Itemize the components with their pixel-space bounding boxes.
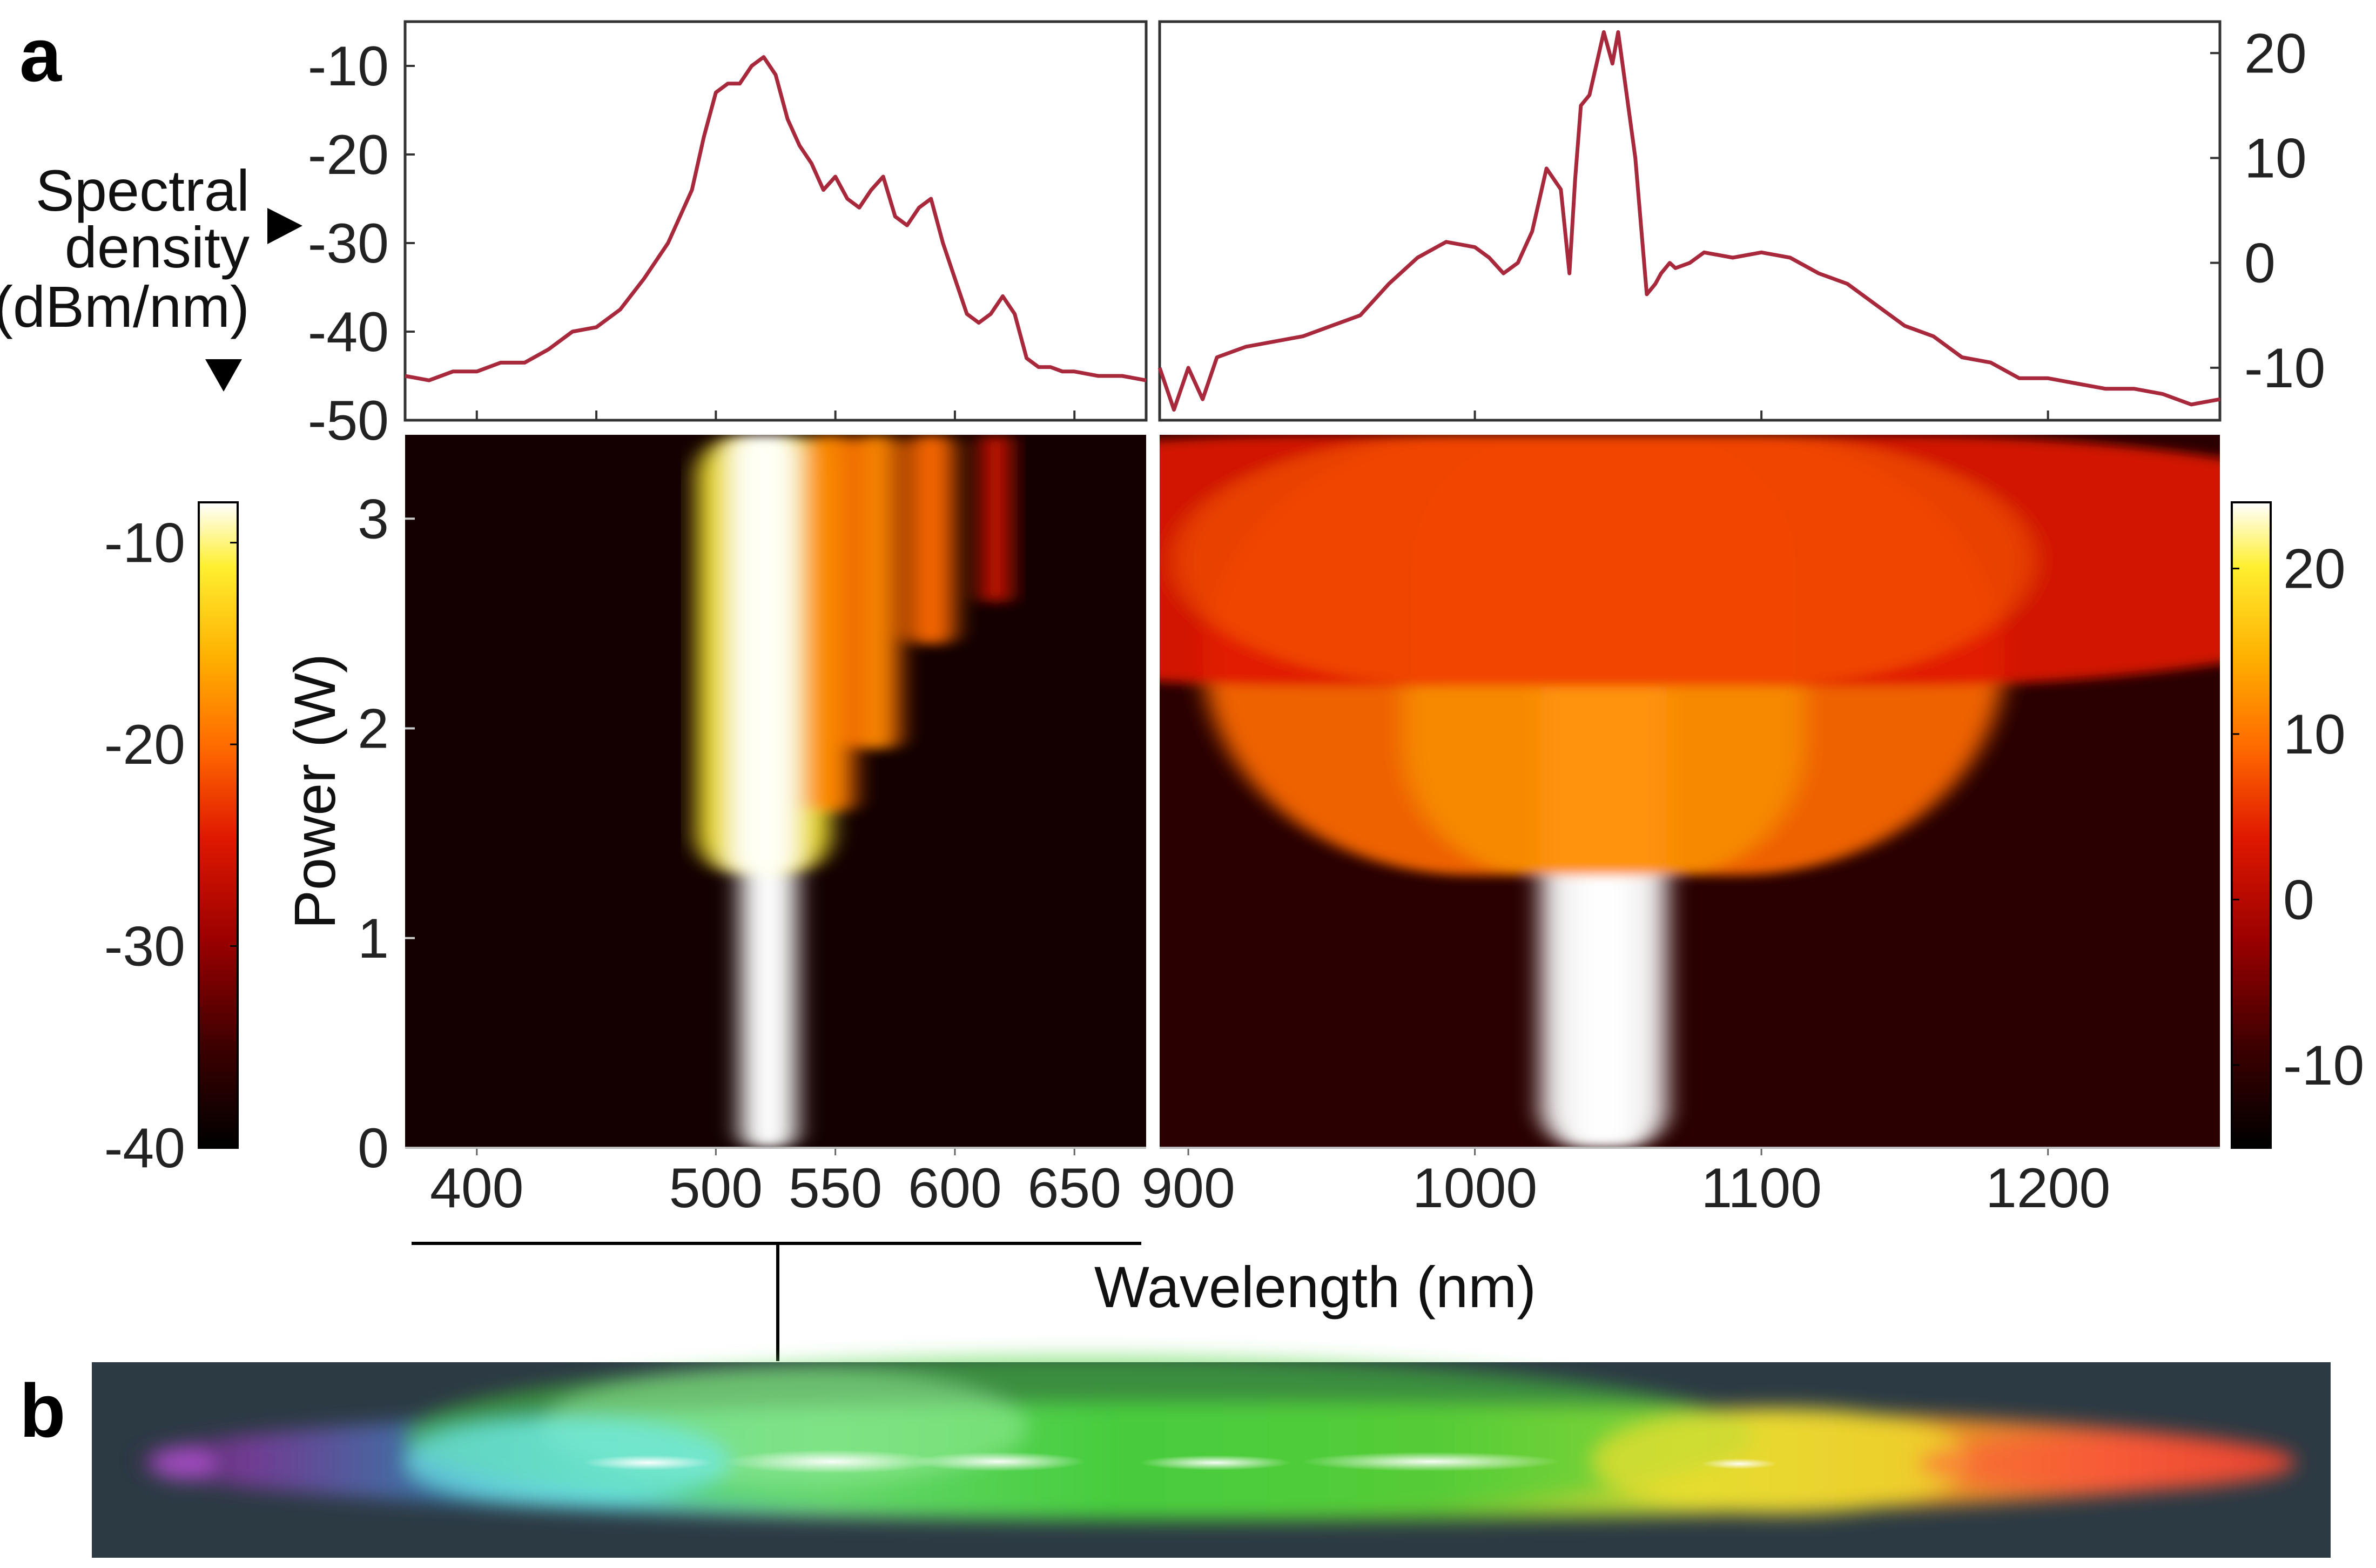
spectrum-ir-frame	[1158, 20, 2222, 422]
panel-label-b: b	[19, 1368, 66, 1453]
heatmap-ir-xtick-label-3: 1200	[1985, 1157, 2110, 1220]
colorbar-left-tick-label-3: -40	[104, 1117, 185, 1180]
heatmap-ir-xtick-label-2: 1100	[1701, 1157, 1822, 1220]
arrow-right-icon	[267, 208, 302, 244]
colorbar-right-bar	[2231, 501, 2272, 1149]
spectrum-visible-ytick-label-3: -40	[308, 301, 389, 364]
heatmap-visible-xtick-label-1: 500	[669, 1157, 763, 1220]
photo-strip	[92, 1356, 2331, 1558]
colorbar-right-tick-label-0: 20	[2283, 538, 2346, 601]
colorbar-left-tick-label-2: -30	[104, 916, 185, 978]
colorbar-left-tick-label-0: -10	[104, 512, 185, 575]
spectrum-ir-ytick-label-3: -10	[2244, 337, 2325, 400]
arrow-down-icon	[205, 359, 242, 392]
power-axis-label: Power (W)	[282, 654, 347, 929]
heatmap-visible-feature-core-1	[730, 435, 797, 876]
colorbar-left: -10 -20 -30 -40	[104, 501, 239, 1180]
heatmap-visible-xtick-label-4: 650	[1027, 1157, 1121, 1220]
spectrum-ir-panel: 20 10 0 -10	[1157, 20, 2325, 422]
spectrum-ir-ytick-label-1: 10	[2244, 127, 2307, 190]
heatmap-visible-feature-core-5	[988, 435, 1003, 603]
heatmap-ir-xtick-label-0: 900	[1141, 1157, 1235, 1220]
heatmap-visible-ytick-label-3: 3	[358, 488, 389, 550]
wavelength-axis-label: Wavelength (nm)	[1094, 1254, 1536, 1320]
colorbar-right-tick-label-3: -10	[2283, 1034, 2364, 1097]
photo-strip-core	[583, 1450, 1777, 1473]
spectral-density-label: Spectral density (dBm/nm)	[0, 158, 250, 339]
heatmap-ir-feature-core-2	[1174, 435, 2034, 687]
heatmap-visible-panel: 400 500 550 600 650 0 1 2 3	[358, 435, 1146, 1220]
spectrum-visible-ytick-label-4: -50	[308, 389, 389, 452]
spectrum-visible-ytick-label-1: -20	[308, 124, 389, 186]
colorbar-right-tick-label-1: 10	[2283, 703, 2346, 766]
panel-label-a: a	[19, 12, 62, 97]
heatmap-visible-feature-core-4	[919, 435, 943, 645]
spectrum-ir-ytick-label-2: 0	[2244, 232, 2276, 295]
heatmap-ir-xtick-label-1: 1000	[1412, 1157, 1537, 1220]
spectrum-visible-frame	[403, 20, 1148, 422]
spectrum-visible-ytick-label-2: -30	[308, 212, 389, 275]
spectral-density-line-3: (dBm/nm)	[0, 274, 250, 339]
heatmap-visible-xtick-label-2: 550	[789, 1157, 883, 1220]
spectrum-visible-panel: -10 -20 -30 -40 -50	[308, 20, 1148, 452]
colorbar-right-tick-label-2: 0	[2283, 869, 2314, 931]
heatmap-ir-panel: 900 1000 1100 1200	[1141, 435, 2220, 1220]
spectrum-ir-line	[1157, 30, 2220, 412]
colorbar-left-bar	[198, 501, 239, 1149]
heatmap-visible-xtick-label-3: 600	[908, 1157, 1002, 1220]
heatmap-visible-feature-core-2	[818, 435, 843, 812]
heatmap-visible-ytick-label-0: 0	[358, 1117, 389, 1180]
heatmap-visible-feature-core-3	[864, 435, 889, 750]
heatmap-visible-ytick-label-2: 2	[358, 698, 389, 761]
spectrum-visible-line	[405, 55, 1147, 382]
heatmap-visible-xtick-label-0: 400	[430, 1157, 524, 1220]
heatmap-visible-ytick-label-1: 1	[358, 907, 389, 970]
colorbar-left-tick-label-1: -20	[104, 714, 185, 776]
spectral-density-line-1: Spectral	[36, 158, 250, 223]
spectrum-visible-ytick-label-0: -10	[308, 35, 389, 98]
colorbar-right: 20 10 0 -10	[2231, 501, 2364, 1149]
spectrum-ir-ytick-label-0: 20	[2244, 22, 2307, 85]
spectral-density-line-2: density	[65, 214, 250, 280]
